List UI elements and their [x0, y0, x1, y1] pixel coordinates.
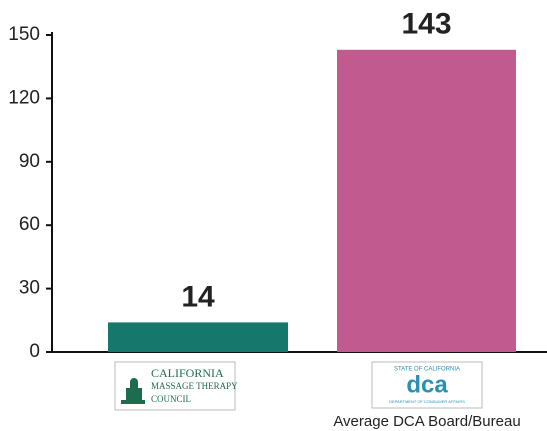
logo-text: COUNCIL: [151, 394, 191, 404]
y-tick-label: 30: [19, 278, 40, 299]
y-tick-label: 120: [8, 87, 40, 108]
x-tick-label: Average DCA Board/Bureau: [333, 413, 520, 430]
logo-text: MASSAGE THERAPY: [151, 381, 238, 391]
logo-text: DEPARTMENT OF CONSUMER AFFAIRS: [389, 399, 465, 404]
y-tick-label: 150: [8, 24, 40, 45]
logo-text: CALIFORNIA: [151, 366, 224, 380]
value-label: 143: [401, 8, 451, 41]
logo-text: STATE OF CALIFORNIA: [394, 367, 460, 373]
logo-text: dca: [406, 371, 448, 398]
logo-frame: [371, 361, 483, 409]
y-tick-label: 90: [19, 151, 40, 172]
y-tick-label: 0: [29, 341, 40, 362]
y-tick-label: 60: [19, 214, 40, 235]
value-label: 14: [181, 280, 215, 313]
bar: [108, 322, 288, 352]
bar: [337, 49, 516, 352]
logo-icon: [121, 378, 145, 404]
